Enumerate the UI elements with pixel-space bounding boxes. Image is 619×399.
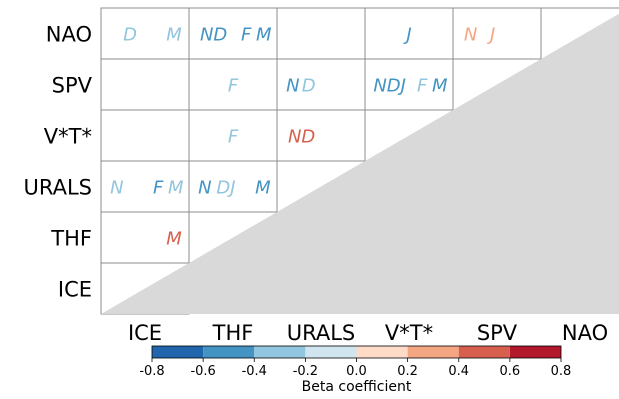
grid-cell-nao-ice — [100, 7, 190, 60]
colorbar-bin-3 — [305, 346, 357, 358]
row-label-nao: NAO — [46, 23, 92, 47]
grid-cell-v-t-ice — [100, 109, 190, 162]
colorbar-tick-label-0-4: 0.4 — [448, 364, 469, 379]
colorbar-tick-label-0-8: 0.8 — [551, 364, 572, 379]
row-label-v-t: V*T* — [44, 125, 92, 149]
cell-mark-spv-v-t-ndj: NDJ — [373, 76, 406, 97]
row-label-urals: URALS — [23, 176, 92, 200]
colorbar-tick-label-0-6: -0.6 — [190, 364, 215, 379]
cell-mark-nao-spv-j: J — [487, 25, 495, 46]
row-label-thf: THF — [50, 227, 92, 251]
grid-cell-spv-urals — [276, 58, 366, 111]
cell-mark-nao-thf-f: F — [241, 25, 252, 46]
colorbar-bin-0 — [152, 346, 204, 358]
grid-cell-nao-v-t — [364, 7, 454, 60]
colorbar-bin-5 — [407, 346, 459, 358]
cell-mark-urals-ice-n: N — [110, 178, 123, 199]
cell-mark-urals-ice-m: M — [168, 178, 184, 199]
column-label-ice: ICE — [128, 321, 162, 345]
cell-mark-urals-thf-n: N — [198, 178, 211, 199]
cell-mark-nao-thf-nd: ND — [200, 25, 227, 46]
colorbar-tick-label-0-2: -0.2 — [293, 364, 318, 379]
cell-mark-urals-thf-dj: DJ — [216, 178, 235, 199]
column-label-v-t: V*T* — [385, 321, 433, 345]
grid-cell-spv-ice — [100, 58, 190, 111]
cell-mark-spv-urals-d: D — [302, 76, 316, 97]
grid-cell-v-t-thf — [188, 109, 278, 162]
cell-mark-urals-ice-f: F — [153, 178, 164, 199]
cell-mark-nao-ice-m: M — [166, 25, 182, 46]
cell-mark-thf-ice-m: M — [166, 229, 182, 250]
colorbar-tick-label-0-6: 0.6 — [500, 364, 521, 379]
colorbar-tick-label-0-4: -0.4 — [242, 364, 267, 379]
grid-cell-nao-spv — [452, 7, 542, 60]
cell-mark-v-t-urals-nd: ND — [288, 127, 315, 148]
colorbar-tick-label-0-2: 0.2 — [397, 364, 418, 379]
cell-mark-spv-thf-f: F — [228, 76, 239, 97]
cell-mark-nao-v-t-j: J — [403, 25, 411, 46]
cell-mark-nao-spv-n: N — [464, 25, 477, 46]
lower-triangle-mask — [101, 13, 619, 314]
grid-cell-spv-thf — [188, 58, 278, 111]
colorbar-bin-1 — [203, 346, 255, 358]
column-label-thf: THF — [212, 321, 254, 345]
grid-cell-urals-ice — [100, 160, 190, 213]
colorbar-bin-6 — [458, 346, 510, 358]
cell-mark-nao-thf-m: M — [256, 25, 272, 46]
column-label-urals: URALS — [287, 321, 356, 345]
grid-cell-nao-urals — [276, 7, 366, 60]
colorbar-bin-7 — [509, 346, 561, 358]
row-label-spv: SPV — [52, 74, 93, 98]
cell-mark-spv-v-t-m: M — [432, 76, 448, 97]
grid-cell-v-t-urals — [276, 109, 366, 162]
colorbar-bin-4 — [356, 346, 408, 358]
cell-mark-spv-v-t-f: F — [417, 76, 428, 97]
colorbar-tick-label-0-0: 0.0 — [346, 364, 367, 379]
colorbar-bin-2 — [254, 346, 306, 358]
cell-mark-urals-thf-m: M — [255, 178, 271, 199]
cell-mark-spv-urals-n: N — [286, 76, 299, 97]
colorbar-tick-label-0-8: -0.8 — [139, 364, 164, 379]
row-label-ice: ICE — [58, 278, 92, 302]
cell-mark-v-t-thf-f: F — [228, 127, 239, 148]
column-label-spv: SPV — [477, 321, 518, 345]
column-label-nao: NAO — [562, 321, 608, 345]
grid-cell-nao-thf — [188, 7, 278, 60]
colorbar-title: Beta coefficient — [302, 379, 412, 395]
cell-mark-nao-ice-d: D — [123, 25, 137, 46]
